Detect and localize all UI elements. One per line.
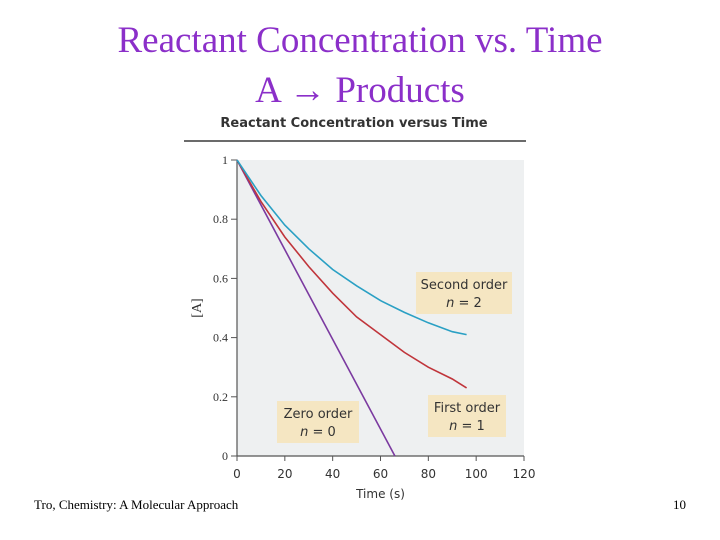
series-line-zero-order xyxy=(236,159,396,457)
y-tick-label: 1 xyxy=(222,153,228,167)
annotation-label-zero-order: Zero order xyxy=(284,407,353,422)
slide-title: Reactant Concentration vs. Time xyxy=(117,20,603,61)
annotation-order-first-order: n = 1 xyxy=(449,419,485,434)
annotation-box-zero-order xyxy=(277,401,359,443)
x-tick-label: 120 xyxy=(513,467,536,481)
page-number: 10 xyxy=(673,497,686,512)
order-value: = 2 xyxy=(459,296,482,311)
annotation-label-second-order: Second order xyxy=(421,278,508,293)
order-symbol: n xyxy=(446,296,458,311)
annotation-order-zero-order: n = 0 xyxy=(300,425,336,440)
y-tick-label: 0.8 xyxy=(213,212,228,226)
y-tick-label: 0 xyxy=(222,449,228,463)
chart-title-rule xyxy=(184,140,526,142)
x-axis-title: Time (s) xyxy=(355,487,405,501)
footer-source: Tro, Chemistry: A Molecular Approach xyxy=(34,497,239,512)
order-symbol: n xyxy=(300,425,312,440)
x-tick-label: 0 xyxy=(233,467,241,481)
annotation-label-first-order: First order xyxy=(434,401,501,416)
x-tick-label: 80 xyxy=(421,467,436,481)
y-tick-label: 0.4 xyxy=(213,331,228,345)
series-line-first-order xyxy=(236,159,468,389)
annotation-order-second-order: n = 2 xyxy=(446,296,482,311)
series-line-second-order xyxy=(236,159,467,336)
slide-subtitle-reaction: A → Products xyxy=(255,70,465,111)
x-tick-label: 40 xyxy=(325,467,340,481)
order-symbol: n xyxy=(449,419,461,434)
x-tick-label: 20 xyxy=(277,467,292,481)
annotation-box-second-order xyxy=(416,272,512,314)
x-tick-label: 60 xyxy=(373,467,388,481)
chart-title: Reactant Concentration versus Time xyxy=(220,116,488,131)
x-tick-label: 100 xyxy=(465,467,488,481)
annotation-box-first-order xyxy=(428,395,506,437)
y-axis-title: [A] xyxy=(190,298,205,317)
order-value: = 1 xyxy=(462,419,485,434)
y-tick-label: 0.2 xyxy=(213,390,228,404)
order-value: = 0 xyxy=(313,425,336,440)
y-tick-label: 0.6 xyxy=(213,271,228,285)
